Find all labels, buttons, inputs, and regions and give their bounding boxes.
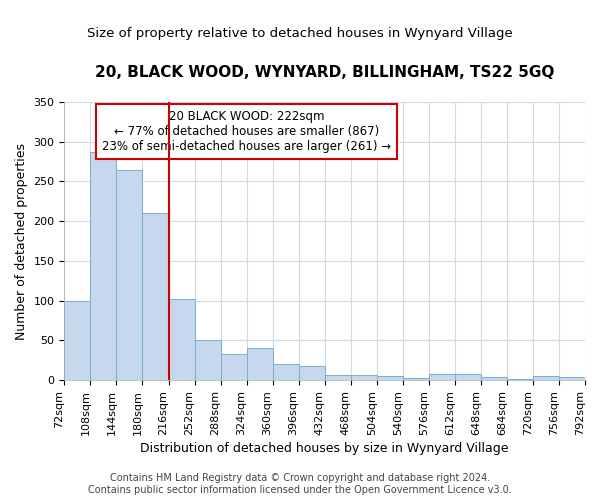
X-axis label: Distribution of detached houses by size in Wynyard Village: Distribution of detached houses by size … (140, 442, 509, 455)
Bar (91, 152, 116, 380)
Bar (325, 376, 351, 380)
Bar (299, 366, 325, 380)
Bar (507, 378, 533, 380)
Bar (559, 377, 585, 380)
Bar (455, 374, 481, 380)
Bar (247, 348, 272, 380)
Bar (116, 170, 142, 380)
Text: 20 BLACK WOOD: 222sqm
← 77% of detached houses are smaller (867)
23% of semi-det: 20 BLACK WOOD: 222sqm ← 77% of detached … (102, 110, 391, 154)
Bar (533, 376, 559, 380)
Bar (64, 300, 91, 380)
Bar (481, 377, 507, 380)
Bar (403, 378, 429, 380)
Text: Size of property relative to detached houses in Wynyard Village: Size of property relative to detached ho… (87, 28, 513, 40)
Bar (377, 376, 403, 380)
Bar (169, 299, 194, 380)
Y-axis label: Number of detached properties: Number of detached properties (15, 142, 28, 340)
Text: Contains HM Land Registry data © Crown copyright and database right 2024.
Contai: Contains HM Land Registry data © Crown c… (88, 474, 512, 495)
Bar (429, 374, 455, 380)
Bar (142, 214, 169, 380)
Bar (272, 364, 299, 380)
Title: 20, BLACK WOOD, WYNYARD, BILLINGHAM, TS22 5GQ: 20, BLACK WOOD, WYNYARD, BILLINGHAM, TS2… (95, 65, 554, 80)
Bar (221, 354, 247, 380)
Bar (194, 340, 221, 380)
Bar (351, 376, 377, 380)
